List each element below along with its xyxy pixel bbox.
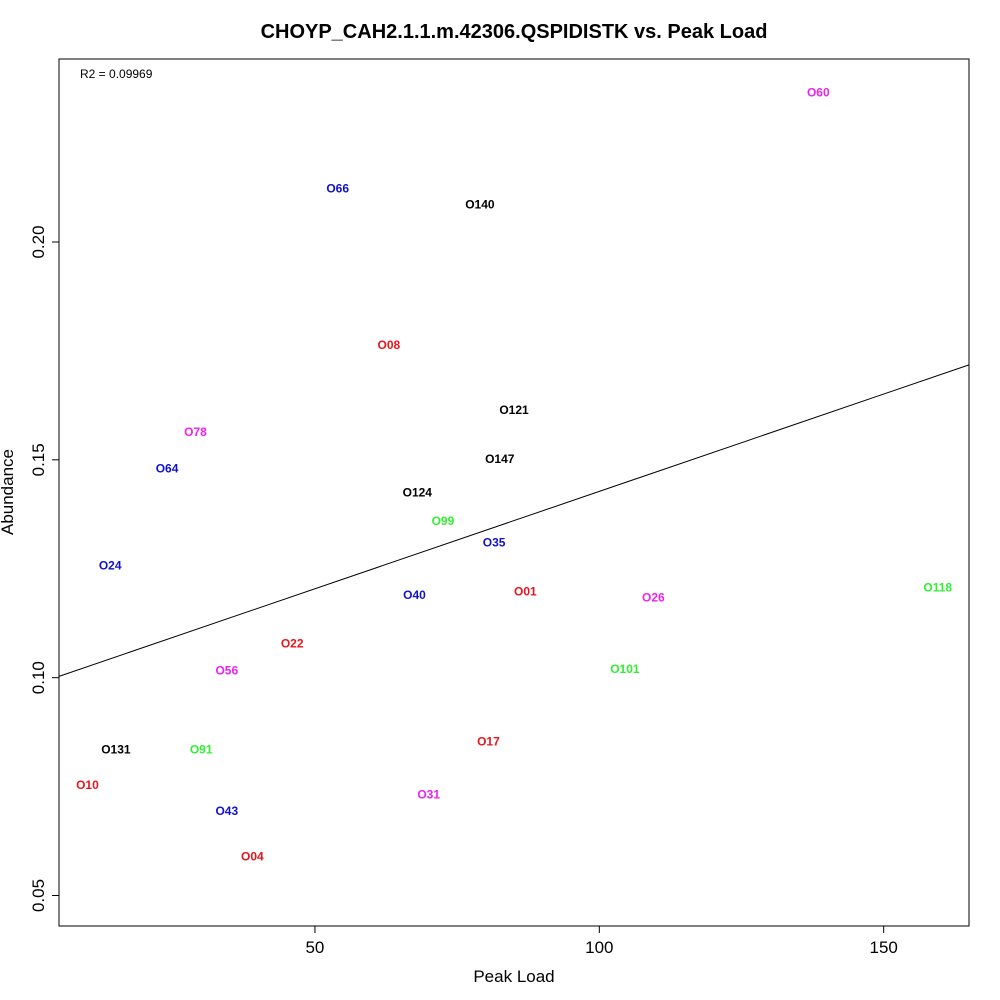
data-point-o31: O31 [417, 787, 440, 801]
data-point-o140: O140 [465, 198, 495, 212]
data-point-o91: O91 [190, 743, 213, 757]
plot-area-frame [58, 58, 970, 927]
data-point-o17: O17 [477, 735, 500, 749]
data-point-o22: O22 [281, 637, 304, 651]
data-point-o147: O147 [485, 452, 515, 466]
data-point-o78: O78 [184, 425, 207, 439]
data-point-o10: O10 [76, 778, 99, 792]
data-point-o43: O43 [215, 804, 238, 818]
data-point-o26: O26 [642, 590, 665, 604]
data-point-o66: O66 [326, 181, 349, 195]
data-point-o01: O01 [514, 584, 537, 598]
data-point-o99: O99 [432, 514, 455, 528]
data-point-o118: O118 [923, 580, 952, 594]
y-tick-label: 0.15 [29, 443, 48, 476]
x-axis: 50 100 150 [305, 926, 898, 957]
data-point-o40: O40 [403, 588, 426, 602]
x-axis-title: Peak Load [473, 967, 554, 986]
data-point-o56: O56 [215, 664, 238, 678]
data-point-o24: O24 [99, 559, 122, 573]
data-point-o35: O35 [483, 536, 506, 550]
y-tick-label: 0.10 [29, 661, 48, 694]
data-point-o08: O08 [378, 338, 401, 352]
data-point-o60: O60 [807, 86, 830, 100]
y-tick-label: 0.20 [29, 225, 48, 258]
data-point-o121: O121 [499, 403, 529, 417]
y-axis: 0.05 0.10 0.15 0.20 [29, 225, 59, 912]
regression-line [58, 364, 970, 677]
x-tick-label: 150 [870, 938, 898, 957]
y-axis-title: Abundance [0, 449, 17, 535]
data-point-o64: O64 [156, 462, 179, 476]
r2-annotation: R2 = 0.09969 [80, 67, 153, 81]
data-points: O60 O66 O140 O08 O121 O78 O147 O64 O124 O99 O35 O24… [76, 86, 952, 864]
chart-title: CHOYP_CAH2.1.1.m.42306.QSPIDISTK vs. Pea… [261, 21, 768, 43]
data-point-o131: O131 [101, 743, 131, 757]
data-point-o04: O04 [241, 849, 264, 863]
data-point-o101: O101 [610, 662, 640, 676]
x-tick-label: 50 [305, 938, 324, 957]
data-point-o124: O124 [403, 486, 433, 500]
y-tick-label: 0.05 [29, 879, 48, 912]
x-tick-label: 100 [585, 938, 613, 957]
